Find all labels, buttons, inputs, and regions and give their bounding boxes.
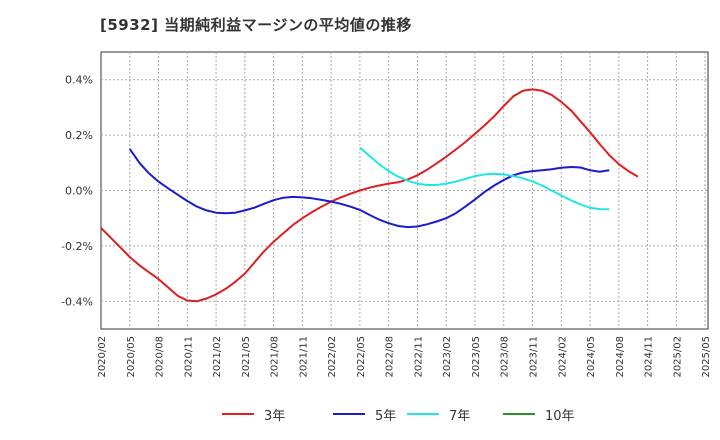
legend-swatch [503, 413, 535, 415]
x-tick-label: 2020/05 [126, 336, 137, 378]
x-tick-label: 2021/08 [270, 336, 281, 378]
legend-swatch [222, 413, 254, 415]
legend-item: 3年 [222, 404, 285, 424]
x-tick-label: 2022/02 [327, 336, 338, 378]
y-tick-label: 0.0% [65, 185, 93, 198]
x-tick-label: 2020/02 [97, 336, 108, 378]
x-tick-label: 2021/02 [212, 336, 223, 378]
legend-label: 7年 [449, 408, 471, 424]
x-tick-label: 2024/05 [586, 336, 597, 378]
chart-title: [5932] 当期純利益マージンの平均値の推移 [100, 16, 412, 34]
y-tick-label: 0.4% [65, 74, 93, 87]
legend-label: 10年 [545, 408, 575, 424]
legend-item: 5年 [333, 404, 396, 424]
series-line [128, 148, 610, 229]
y-tick-label: 0.2% [65, 129, 93, 142]
x-tick-label: 2024/08 [615, 336, 626, 378]
y-tick-label: -0.2% [61, 240, 93, 253]
plot-area [100, 51, 709, 330]
y-tick-label: -0.4% [61, 295, 93, 308]
x-tick-label: 2024/02 [557, 336, 568, 378]
x-tick-label: 2022/11 [413, 336, 424, 378]
legend-label: 5年 [375, 408, 397, 424]
legend-item: 10年 [503, 404, 575, 424]
x-tick-label: 2022/08 [385, 336, 396, 378]
x-tick-label: 2022/05 [356, 336, 367, 378]
x-tick-label: 2023/08 [500, 336, 511, 378]
x-tick-label: 2023/05 [471, 336, 482, 378]
legend-swatch [333, 413, 365, 415]
x-tick-label: 2025/02 [672, 336, 683, 378]
x-tick-label: 2025/05 [701, 336, 712, 378]
legend-label: 3年 [264, 408, 286, 424]
series-line [359, 146, 610, 211]
legend-swatch [407, 413, 439, 415]
line-chart: 0.4% 0.2% 0.0% -0.2% -0.4% 2020/02 2020/05 202… [61, 51, 712, 378]
x-tick-label: 2020/11 [183, 336, 194, 378]
x-tick-label: 2023/02 [442, 336, 453, 378]
legend: 3年 5年 7年 10年 [0, 400, 720, 430]
legend-item: 7年 [407, 404, 470, 424]
x-tick-label: 2020/08 [155, 336, 166, 378]
x-tick-label: 2021/11 [298, 336, 309, 378]
x-tick-label: 2023/11 [529, 336, 540, 378]
series-line [100, 88, 639, 303]
x-tick-label: 2021/05 [241, 336, 252, 378]
x-tick-label: 2024/11 [644, 336, 655, 378]
